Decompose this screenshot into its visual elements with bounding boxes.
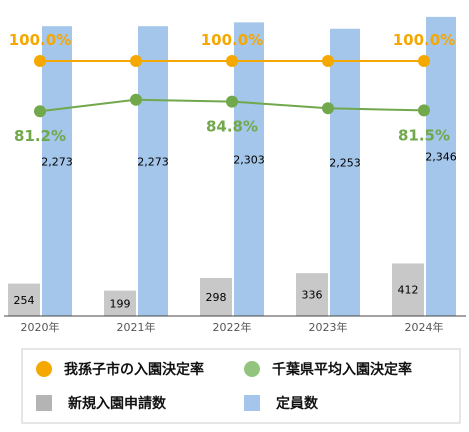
legend-marker bbox=[36, 361, 52, 377]
data-label-capacity: 2,346 bbox=[425, 150, 457, 163]
abiko-rate-point bbox=[34, 55, 46, 67]
bar-new-applications bbox=[104, 290, 136, 316]
legend-box bbox=[21, 348, 461, 424]
bar-new-applications bbox=[296, 273, 328, 316]
x-tick-label: 2022年 bbox=[213, 320, 252, 334]
data-label-abiko-rate: 100.0% bbox=[9, 31, 71, 49]
x-tick-label: 2021年 bbox=[117, 320, 156, 334]
bar-capacity bbox=[426, 16, 456, 316]
data-label-capacity: 2,303 bbox=[233, 153, 265, 166]
data-label-chiba-rate: 81.2% bbox=[14, 127, 66, 145]
bar-new-applications bbox=[200, 278, 232, 316]
legend-label: 千葉県平均入園決定率 bbox=[272, 361, 412, 378]
legend-label: 定員数 bbox=[276, 395, 319, 412]
abiko-rate-point bbox=[130, 55, 142, 67]
chiba-average-rate-point bbox=[34, 105, 46, 118]
data-label-capacity: 2,273 bbox=[137, 155, 169, 168]
legend-label: 我孫子市の入園決定率 bbox=[64, 361, 204, 378]
data-label-new-applications: 298 bbox=[206, 291, 227, 304]
bar-capacity bbox=[138, 26, 168, 316]
data-label-capacity: 2,273 bbox=[41, 155, 73, 168]
x-tick-label: 2020年 bbox=[21, 320, 60, 334]
legend-label: 新規入園申請数 bbox=[68, 395, 167, 412]
data-label-new-applications: 254 bbox=[14, 294, 35, 307]
legend-marker bbox=[244, 361, 260, 377]
bar-capacity bbox=[330, 28, 360, 317]
abiko-rate-point bbox=[226, 55, 238, 67]
bar-capacity bbox=[42, 26, 72, 316]
x-tick-label: 2023年 bbox=[309, 320, 348, 334]
bar-new-applications bbox=[8, 283, 40, 316]
chiba-average-rate-point bbox=[130, 93, 142, 106]
data-label-new-applications: 199 bbox=[110, 297, 131, 310]
abiko-rate-point bbox=[418, 55, 430, 67]
data-label-chiba-rate: 81.5% bbox=[398, 126, 450, 144]
chiba-average-rate-point bbox=[226, 95, 238, 108]
data-label-abiko-rate: 100.0% bbox=[393, 31, 455, 49]
legend-marker bbox=[36, 395, 52, 411]
abiko-rate-point bbox=[322, 55, 334, 67]
data-label-new-applications: 336 bbox=[302, 289, 323, 302]
chiba-average-rate-point bbox=[322, 102, 334, 115]
x-tick-label: 2024年 bbox=[405, 320, 444, 334]
bar-new-applications bbox=[392, 263, 424, 316]
data-label-new-applications: 412 bbox=[398, 284, 419, 297]
legend-marker bbox=[244, 395, 260, 411]
data-label-capacity: 2,253 bbox=[329, 157, 361, 170]
data-label-abiko-rate: 100.0% bbox=[201, 31, 263, 49]
bar-capacity bbox=[234, 22, 264, 317]
chiba-average-rate-point bbox=[418, 104, 430, 117]
data-label-chiba-rate: 84.8% bbox=[206, 118, 258, 136]
